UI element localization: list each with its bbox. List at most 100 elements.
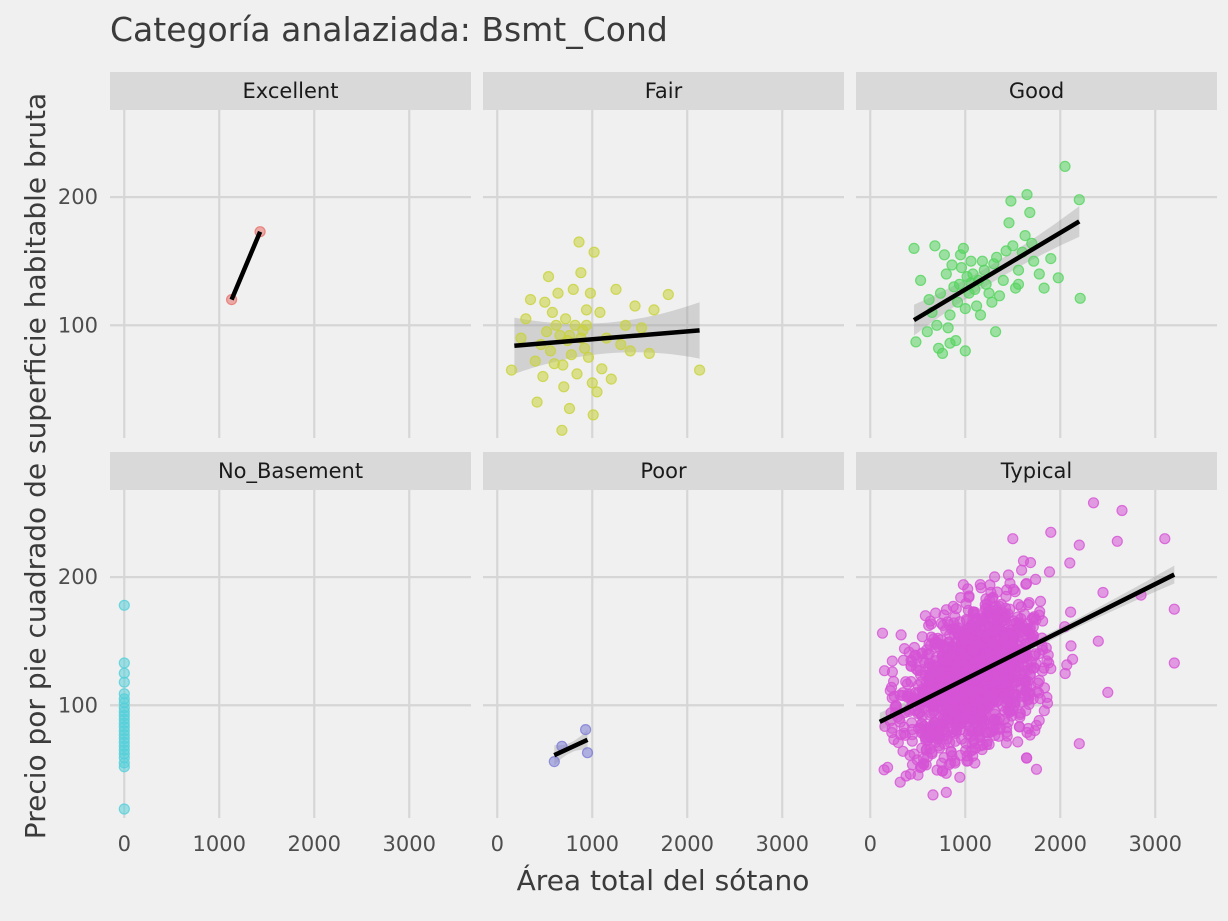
data-point: [952, 691, 965, 703]
data-point: [898, 642, 911, 655]
regression-line: [553, 737, 589, 758]
data-point: [887, 675, 900, 688]
data-point: [558, 381, 570, 393]
data-point: [1043, 566, 1056, 578]
data-point: [1111, 535, 1123, 547]
facet-strip-label: Poor: [640, 459, 687, 483]
data-point: [944, 706, 956, 719]
data-point: [944, 337, 956, 349]
data-point: [967, 645, 979, 657]
data-point: [1019, 230, 1031, 242]
data-point: [1029, 724, 1041, 737]
data-point: [587, 409, 599, 421]
data-point: [1038, 282, 1050, 294]
data-point: [1012, 736, 1024, 748]
data-point: [1029, 573, 1042, 586]
data-point: [1073, 194, 1085, 206]
data-point: [580, 319, 593, 331]
data-point: [1011, 621, 1024, 634]
data-point: [1014, 707, 1026, 719]
data-point: [954, 249, 967, 261]
data-point: [1012, 264, 1025, 276]
data-point: [876, 627, 889, 639]
data-point: [916, 631, 929, 643]
data-point: [923, 294, 935, 306]
data-point: [1033, 714, 1045, 727]
data-point: [580, 304, 593, 316]
x-tick-label: 3000: [383, 832, 436, 856]
facet-strip: [110, 72, 471, 110]
data-point: [1045, 526, 1057, 538]
x-tick-label: 3000: [1129, 832, 1182, 856]
data-point: [588, 246, 600, 258]
data-point: [904, 768, 917, 780]
data-point: [993, 290, 1006, 302]
facet-strip-label: Fair: [645, 79, 683, 103]
data-point: [894, 776, 906, 788]
facet-strip: [110, 452, 471, 490]
data-point: [960, 737, 972, 749]
data-point: [540, 326, 553, 338]
facet-excellent: Excellent 100 200: [58, 72, 471, 438]
data-point: [662, 288, 674, 301]
data-point: [914, 707, 926, 719]
y-tick-label: 200: [58, 185, 98, 209]
data-point: [1029, 648, 1042, 660]
data-point: [524, 294, 537, 306]
data-point: [986, 296, 998, 308]
data-point: [1018, 665, 1030, 677]
data-point: [998, 713, 1011, 726]
data-point: [118, 657, 130, 669]
regression-line: [878, 572, 1176, 724]
data-point: [938, 609, 950, 621]
data-point: [927, 789, 939, 801]
data-point: [954, 771, 966, 783]
data-point: [936, 765, 949, 777]
data-point: [567, 283, 579, 295]
data-point: [1052, 272, 1064, 284]
data-point: [895, 629, 907, 641]
facet-strip-label: Good: [1009, 79, 1064, 103]
data-point: [1003, 217, 1015, 229]
data-point: [974, 624, 986, 637]
regression-line: [912, 219, 1081, 323]
y-axis-title: Precio por pie cuadrado de superficie ha…: [19, 93, 52, 839]
data-point: [940, 786, 952, 799]
data-point: [984, 579, 996, 591]
data-point: [529, 355, 541, 367]
data-point: [886, 655, 898, 667]
data-point: [986, 638, 999, 650]
data-point: [505, 364, 518, 376]
data-point: [909, 687, 921, 699]
data-point: [1004, 685, 1016, 697]
data-point: [573, 236, 585, 248]
data-point: [997, 274, 1009, 286]
data-point: [940, 624, 952, 636]
data-point: [1015, 683, 1027, 695]
data-point: [951, 296, 964, 308]
data-point: [1087, 497, 1100, 509]
data-point: [961, 623, 973, 635]
data-point: [978, 264, 990, 276]
data-point: [974, 724, 986, 736]
facet-strip: [856, 72, 1217, 110]
data-point: [914, 274, 927, 286]
data-point: [967, 687, 979, 700]
data-point: [955, 262, 968, 274]
data-point: [546, 306, 559, 318]
data-point: [933, 742, 946, 754]
data-point: [118, 761, 130, 773]
data-point: [1059, 160, 1071, 172]
data-point: [1065, 640, 1077, 652]
facet-strip: [856, 452, 1217, 490]
data-point: [932, 731, 945, 743]
data-point: [118, 803, 130, 815]
data-point: [960, 597, 972, 610]
data-point: [917, 654, 930, 666]
data-point: [552, 287, 564, 299]
regression-line: [229, 230, 263, 301]
data-point: [515, 332, 527, 344]
data-point: [910, 336, 922, 348]
data-point: [1061, 659, 1073, 671]
x-tick-label: 2000: [1034, 832, 1087, 856]
